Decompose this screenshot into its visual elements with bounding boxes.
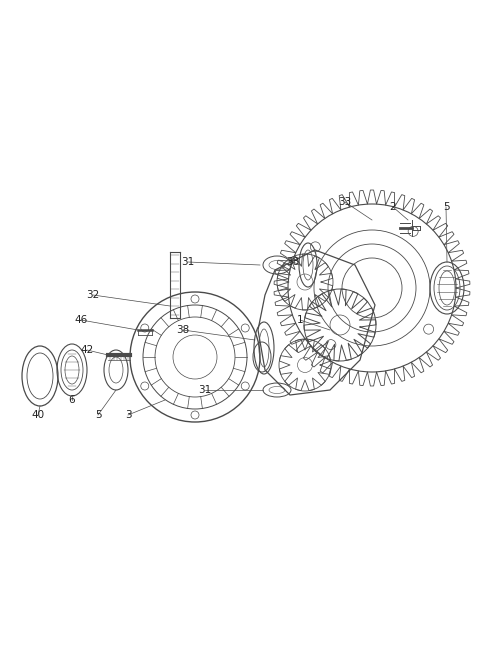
Text: 6: 6 [69, 395, 75, 405]
Text: 38: 38 [176, 325, 190, 335]
Text: 5: 5 [443, 202, 449, 212]
Text: 31: 31 [198, 385, 212, 395]
Text: 32: 32 [86, 290, 100, 300]
Text: 42: 42 [80, 345, 94, 355]
Text: 33: 33 [338, 197, 352, 207]
Text: 5: 5 [95, 410, 101, 420]
Text: 46: 46 [74, 315, 88, 325]
Text: 40: 40 [31, 410, 45, 420]
Text: 1: 1 [297, 315, 303, 325]
Text: 38: 38 [287, 257, 300, 267]
Text: 3: 3 [125, 410, 132, 420]
Text: 31: 31 [181, 257, 194, 267]
Text: 2: 2 [390, 202, 396, 212]
